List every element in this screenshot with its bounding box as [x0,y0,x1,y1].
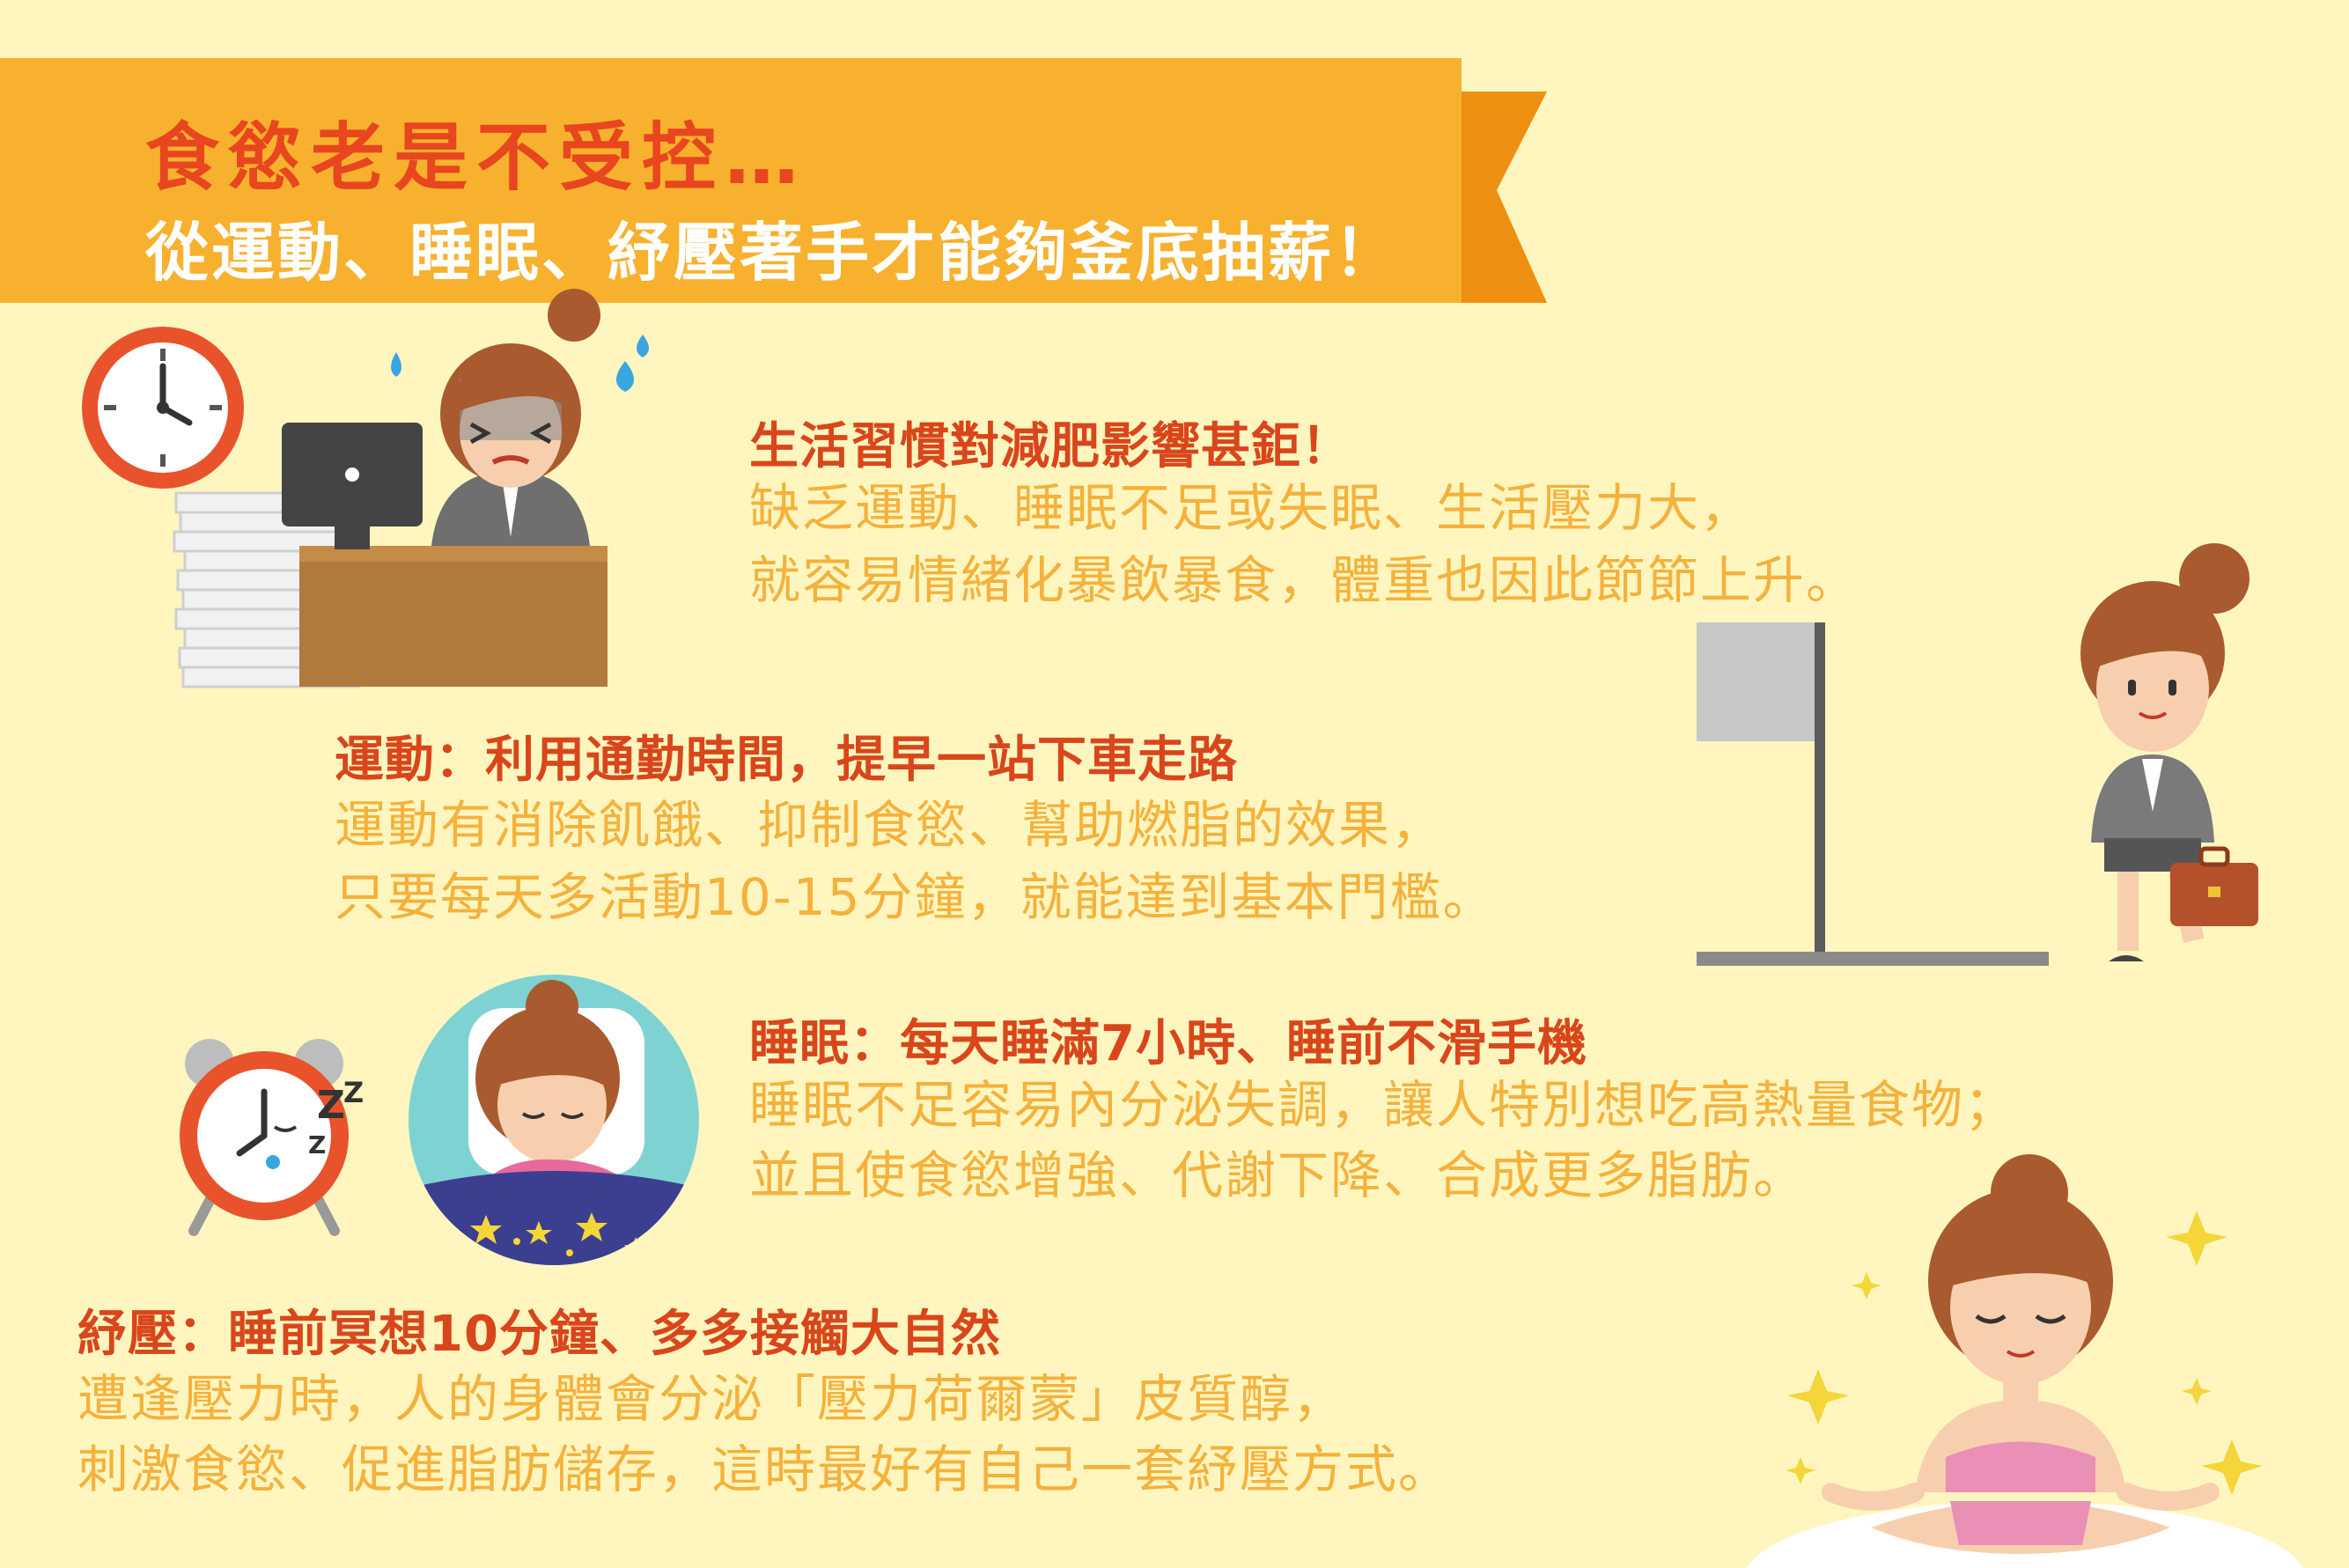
habits-line-2: 就容易情緒化暴飲暴食，體重也因此節節上升。 [749,550,1859,610]
wall-clock-icon [82,327,244,489]
sleeping-girl-illustration [409,975,699,1265]
stress-line-1: 遭逢壓力時，人的身體會分泌「壓力荷爾蒙」皮質醇， [77,1369,1346,1429]
sleep-line-2: 並且使食慾增強、代謝下降、合成更多脂肪。 [749,1145,1807,1205]
stress-heading: 紓壓：睡前冥想10分鐘、多多接觸大自然 [77,1306,1001,1363]
meditating-girl-illustration [1746,1154,2304,1568]
commuter-with-briefcase-illustration [2080,543,2258,961]
sleep-line-1: 睡眠不足容易內分泌失調，讓人特別想吃高熱量食物； [749,1075,2018,1135]
alarm-clock-icon: Z Z Z [180,1039,364,1236]
exercise-line-2: 只要每天多活動10-15分鐘，就能達到基本門檻。 [335,867,1496,927]
sleep-heading: 睡眠：每天睡滿7小時、睡前不滑手機 [749,1015,1587,1072]
svg-text:Z: Z [308,1130,326,1159]
title-banner [0,58,1547,303]
habits-heading: 生活習慣對減肥影響甚鉅！ [749,418,1351,475]
bus-stop-sign-illustration [1697,622,2049,966]
stress-line-2: 刺激食慾、促進脂肪儲存，這時最好有自己一套紓壓方式。 [77,1439,1452,1499]
banner-subtitle: 從運動、睡眠、紓壓著手才能夠釜底抽薪！ [145,216,1401,290]
banner-title: 食慾老是不受控… [145,114,808,201]
svg-text:Z: Z [343,1076,364,1109]
exercise-heading: 運動：利用通勤時間，提早一站下車走路 [335,732,1238,789]
habits-line-1: 缺乏運動、睡眠不足或失眠、生活壓力大， [749,478,1754,538]
svg-text:Z: Z [317,1083,345,1128]
exercise-line-1: 運動有消除飢餓、抑制食慾、幫助燃脂的效果， [335,795,1445,855]
stressed-office-worker-illustration [173,289,649,688]
